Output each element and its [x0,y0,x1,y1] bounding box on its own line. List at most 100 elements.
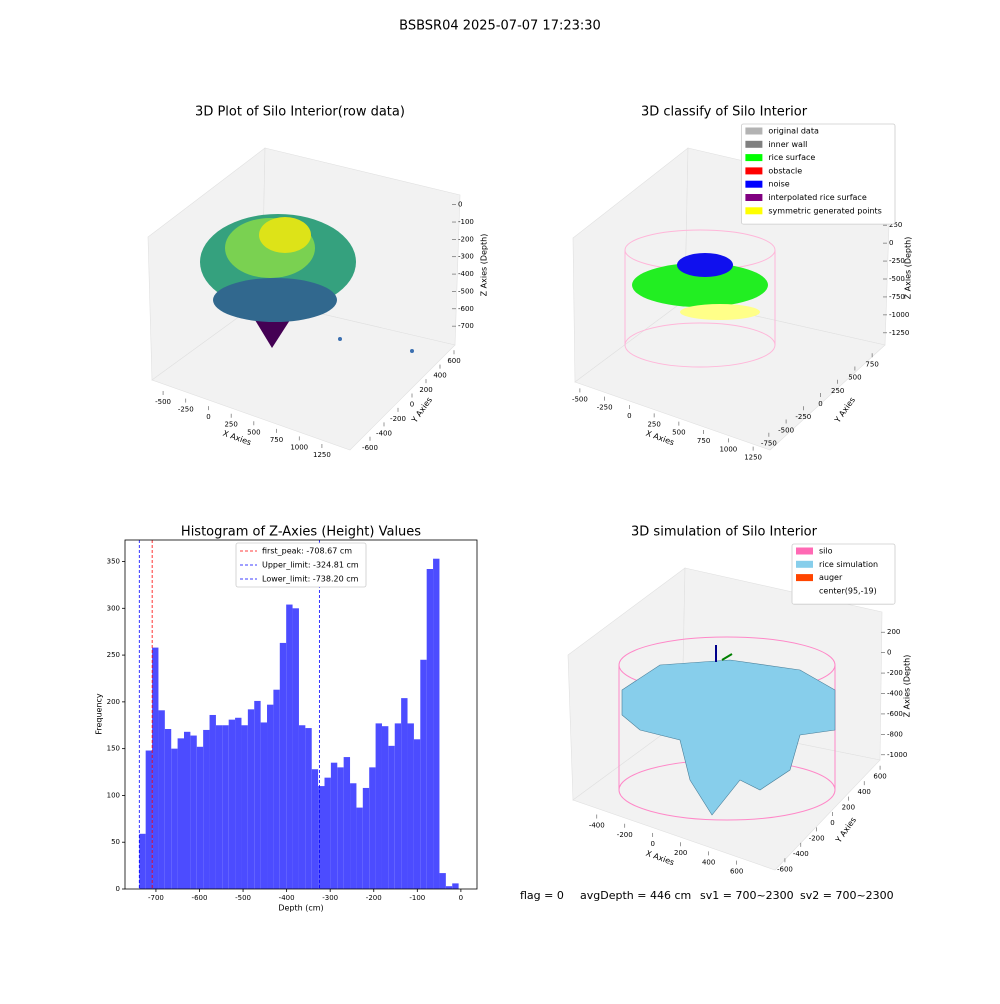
bar [247,709,255,889]
legend-label: silo [819,547,833,556]
x-tick-label: -250 [178,406,194,414]
x-tick-label: 600 [730,868,743,876]
plot-frame [124,539,478,890]
y-tick-label: 200 [107,698,120,706]
x-tick-label: 750 [270,436,283,444]
y-tick-label: -400 [376,429,392,437]
y-tick-label: 0 [116,885,120,893]
bar [452,883,459,889]
x-tick-label: -500 [155,398,171,406]
z-tick-label: 250 [889,221,902,229]
z-tick-label: 0 [887,649,891,657]
chart-title: 3D classify of Silo Interior [641,105,808,120]
y-tick-label: 250 [831,387,844,395]
x-tick-label: -400 [589,822,605,830]
legend-box [791,543,896,605]
x-tick-label: -100 [409,894,425,902]
legend-swatch [796,547,813,555]
legend-swatch [796,587,813,595]
z-tick-label: -500 [458,287,474,295]
z-tick-label: 200 [887,628,900,636]
bar [215,725,223,889]
figure-title: BSBSR04 2025-07-07 17:23:30 [399,19,601,34]
x-tick-label: -200 [366,894,382,902]
y-tick-label: 350 [107,558,120,566]
bar [235,717,242,889]
y-axis-label: Frequency [95,693,104,735]
bar [350,783,357,889]
x-tick-label: 250 [647,420,660,428]
bar [337,767,344,889]
legend-swatch [796,574,813,582]
x-tick-label: -250 [597,404,613,412]
z-tick-label: -1000 [887,751,907,759]
bar [139,833,146,889]
x-axis-label: Depth (cm) [278,904,323,913]
z-tick-label: -200 [458,235,474,243]
z-tick-label: -100 [458,218,474,226]
bar [356,807,363,889]
legend-box [235,542,367,588]
y-tick-label: 50 [111,838,120,846]
chart-title: 3D simulation of Silo Interior [631,525,818,540]
bar [190,735,197,889]
y-tick-label: 150 [107,745,120,753]
x-tick-label: -400 [279,894,295,902]
x-tick-label: 750 [697,437,710,445]
bar [426,569,434,889]
y-tick-label: 0 [818,400,822,408]
y-tick-label: 750 [865,360,878,368]
bar [254,700,261,889]
legend-box [741,123,896,225]
bar [305,728,312,889]
z-tick-label: -1000 [889,311,909,319]
bar [279,642,287,889]
bar [260,722,268,889]
z-tick-label: -800 [887,730,903,738]
y-tick-label: 600 [447,357,460,365]
bar [388,745,395,889]
bar [209,714,216,889]
bar [413,739,421,889]
bar [286,604,293,889]
z-tick-label: -750 [889,293,905,301]
y-tick-label: 200 [419,386,432,394]
legend-label: original data [768,127,819,136]
y-tick-label: 0 [830,819,834,827]
legend-label: rice simulation [819,560,878,569]
bar [183,731,191,889]
legend-swatch [745,140,763,148]
bar [241,725,248,889]
bar [401,698,408,889]
footer-text: sv1 = 700~2300 [700,889,794,902]
bar [369,767,376,889]
legend-label: Upper_limit: -324.81 cm [262,561,359,570]
bar [145,750,153,889]
y-tick-label: -600 [362,444,378,452]
y-tick-label: 300 [107,604,120,612]
z-tick-label: 0 [889,239,893,247]
bar [196,746,204,889]
x-tick-label: -500 [235,894,251,902]
bar [222,725,229,889]
bar [298,725,306,889]
legend-label: center(95,-19) [819,586,877,595]
legend-swatch [745,194,763,201]
legend-swatch [745,154,763,162]
y-tick-label: -200 [809,834,825,842]
z-tick-label: -250 [889,257,905,265]
legend-swatch [745,180,763,188]
footer-text: avgDepth = 446 cm [580,889,691,902]
x-tick-label: 200 [674,849,687,857]
bar [420,659,427,889]
y-tick-label: -200 [390,415,406,423]
bar [273,689,280,889]
bar [375,723,382,889]
bar [343,757,351,889]
bar [267,704,274,889]
z-tick-label: -600 [887,710,903,718]
x-tick-label: -600 [192,894,208,902]
z-tick-label: -300 [458,253,474,261]
legend-label: noise [768,180,789,189]
